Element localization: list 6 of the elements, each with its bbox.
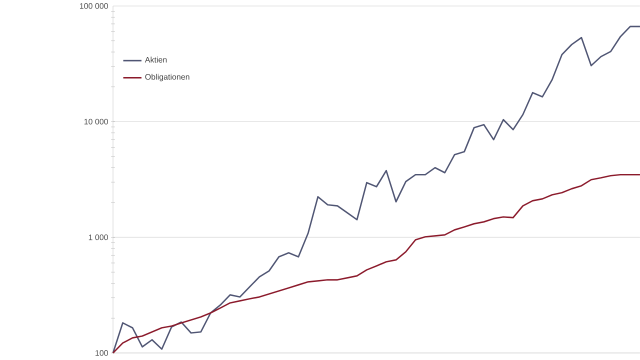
legend-label: Aktien bbox=[144, 56, 167, 63]
y-tick-label: 1 000 bbox=[88, 234, 108, 240]
y-tick-label: 100 000 bbox=[80, 3, 108, 9]
y-tick-label: 10 000 bbox=[84, 118, 108, 124]
y-tick-label: 100 bbox=[96, 350, 108, 356]
legend-label: Obligationen bbox=[145, 74, 190, 82]
